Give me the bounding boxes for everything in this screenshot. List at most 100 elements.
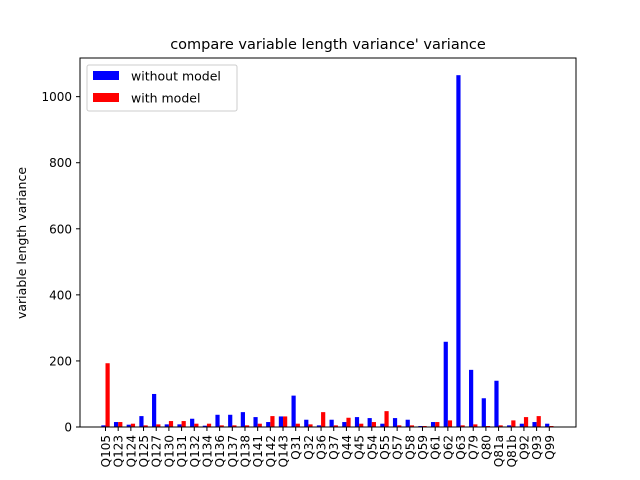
legend-swatch-with-model [93, 93, 119, 102]
legend-label-without-model: without model [131, 69, 221, 84]
x-tick-label: Q36 [315, 435, 329, 460]
bar-with-model-q123 [118, 422, 123, 427]
bar-without-model-q45 [354, 417, 360, 427]
bar-with-model-q58 [409, 425, 415, 427]
bar-without-model-q105 [101, 425, 106, 427]
x-tick-label: Q134 [200, 435, 214, 467]
x-tick-label: Q31 [289, 435, 303, 460]
bar-with-model-q36 [321, 412, 326, 427]
x-tick-label: Q32 [302, 435, 316, 460]
x-tick-label: Q55 [378, 435, 392, 460]
x-tick-label: Q124 [124, 435, 138, 467]
x-tick-label: Q127 [150, 435, 164, 467]
bars-group [101, 75, 554, 428]
x-tick-label: Q132 [188, 435, 202, 467]
legend-swatch-without-model [93, 71, 119, 80]
bar-without-model-q136 [215, 414, 220, 427]
bar-without-model-q79 [469, 369, 474, 427]
x-tick-label: Q58 [403, 435, 417, 460]
bar-with-model-q63 [460, 425, 465, 427]
x-tick-label: Q131 [175, 435, 189, 467]
bar-without-model-q137 [228, 414, 233, 427]
x-tick-label: Q105 [99, 435, 113, 467]
x-tick-label: Q130 [162, 435, 176, 467]
bar-without-model-q141 [253, 417, 258, 427]
bar-without-model-q138 [240, 412, 245, 427]
x-tick-label: Q80 [479, 435, 493, 460]
bar-without-model-q125 [139, 416, 144, 427]
bar-without-model-q134 [202, 425, 207, 427]
bar-with-model-q127 [156, 424, 161, 427]
bar-with-model-q54 [371, 422, 376, 427]
bar-with-model-q61 [435, 422, 440, 427]
bar-without-model-q58 [405, 419, 410, 427]
bar-without-model-q143 [278, 416, 284, 427]
bar-with-model-q57 [397, 425, 402, 427]
bar-with-model-q134 [206, 423, 212, 427]
bar-without-model-q123 [113, 422, 119, 427]
x-tick-label: Q142 [264, 435, 278, 467]
bar-with-model-q81b [511, 420, 516, 427]
x-tick-label: Q125 [137, 435, 151, 467]
bar-without-model-q81a [494, 380, 499, 427]
bar-without-model-q57 [392, 418, 398, 427]
y-tick-label: 800 [49, 156, 72, 170]
bar-with-model-q92 [523, 417, 529, 427]
bar-with-model-q132 [194, 423, 199, 427]
bar-with-model-q31 [295, 423, 300, 427]
x-tick-label: Q81b [505, 435, 519, 467]
bar-without-model-q63 [456, 75, 461, 428]
bar-with-model-q130 [168, 421, 174, 427]
bar-with-model-q131 [181, 421, 186, 427]
bar-without-model-q92 [519, 423, 524, 427]
bar-without-model-q81b [507, 425, 512, 427]
chart-title: compare variable length variance' varian… [170, 37, 486, 53]
y-tick-label: 600 [49, 222, 72, 236]
bar-without-model-q124 [126, 424, 131, 427]
bar-with-model-q141 [257, 423, 262, 427]
legend: without model with model [86, 64, 238, 112]
bar-without-model-q132 [190, 418, 195, 427]
bar-with-model-q44 [346, 417, 351, 427]
bar-without-model-q32 [304, 419, 309, 427]
bar-with-model-q62 [447, 420, 453, 427]
bar-with-model-q138 [244, 425, 250, 427]
bar-without-model-q54 [367, 418, 372, 427]
bar-with-model-q32 [308, 424, 313, 427]
x-tick-label: Q54 [365, 435, 379, 460]
bar-with-model-q137 [232, 425, 237, 427]
y-tick-label: 0 [64, 421, 72, 435]
bar-without-model-q93 [532, 422, 537, 427]
bar-without-model-q36 [316, 425, 322, 427]
y-tick-label: 200 [49, 354, 72, 368]
bar-with-model-q143 [283, 416, 288, 427]
bar-without-model-q44 [342, 422, 347, 427]
bar-without-model-q99 [545, 423, 550, 427]
x-tick-label: Q37 [327, 435, 341, 460]
bar-without-model-q37 [329, 419, 334, 427]
x-tick-label: Q44 [340, 435, 354, 460]
x-tick-label: Q57 [391, 435, 405, 460]
bar-without-model-q31 [291, 395, 296, 427]
x-axis-ticks: Q105Q123Q124Q125Q127Q130Q131Q132Q134Q136… [99, 427, 557, 467]
y-tick-label: 400 [49, 288, 72, 302]
y-axis-label: variable length variance [14, 167, 29, 319]
x-tick-label: Q143 [277, 435, 291, 467]
bar-with-model-q105 [105, 363, 110, 427]
x-tick-label: Q59 [416, 435, 430, 460]
x-tick-label: Q123 [112, 435, 126, 467]
bar-without-model-q80 [481, 398, 486, 427]
plot-frame [79, 57, 577, 428]
bar-without-model-q130 [164, 424, 169, 427]
x-tick-label: Q62 [441, 435, 455, 460]
bar-without-model-q142 [266, 422, 271, 427]
legend-box [86, 64, 238, 112]
bar-with-model-q45 [359, 423, 364, 427]
x-tick-label: Q63 [454, 435, 468, 460]
bar-with-model-q37 [333, 425, 338, 427]
bar-with-model-q125 [143, 425, 148, 427]
bar-with-model-q136 [219, 425, 224, 427]
bar-with-model-q79 [473, 424, 478, 427]
x-tick-label: Q141 [251, 435, 265, 467]
